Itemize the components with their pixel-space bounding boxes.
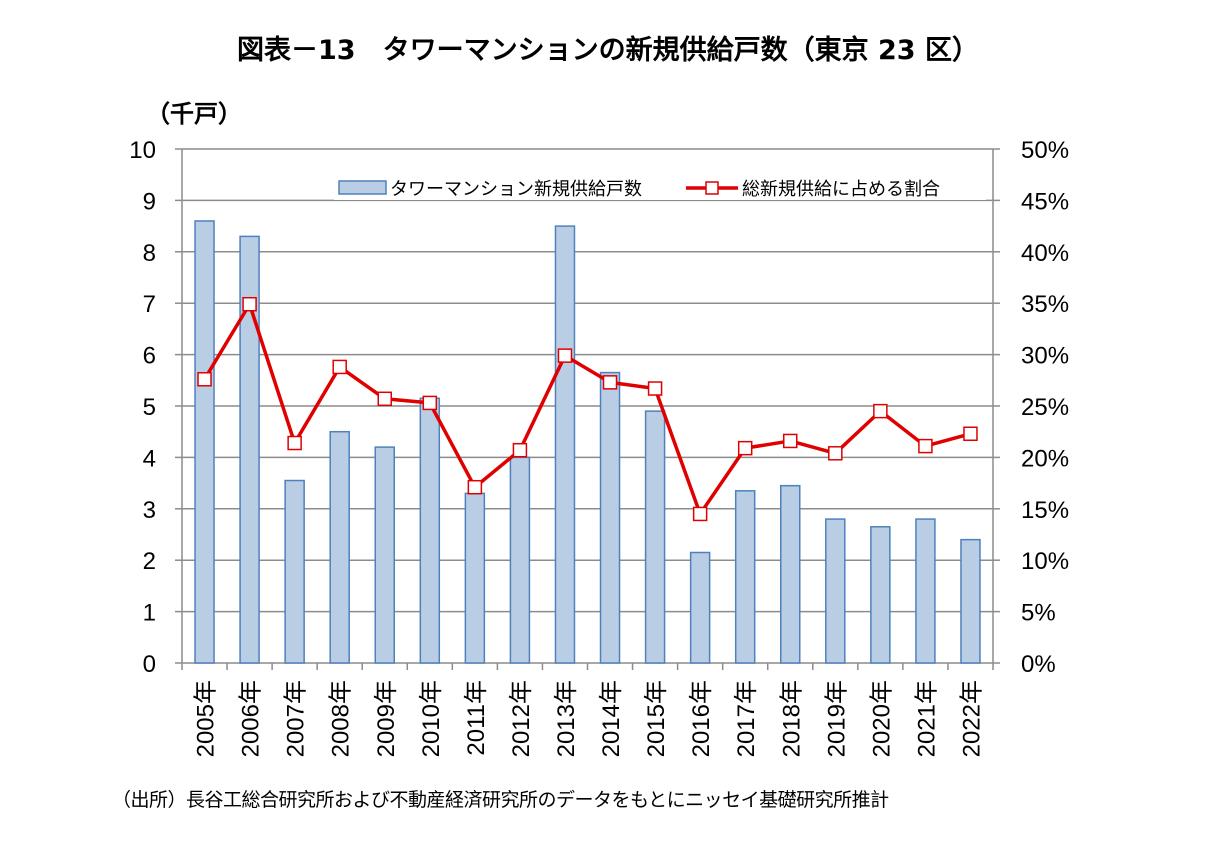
bar — [960, 538, 981, 664]
bar — [915, 518, 936, 664]
line-marker — [467, 479, 483, 495]
right-axis-tick-label: 5% — [1021, 600, 1056, 627]
right-axis-tick-label: 10% — [1021, 548, 1069, 575]
left-axis-tick-label: 10 — [129, 137, 156, 164]
axes — [175, 148, 1000, 670]
left-axis-tick-labels: 0 1 2 3 4 5 6 7 8 9 10 — [129, 137, 156, 678]
line-marker — [242, 296, 257, 312]
left-axis-tick-label: 7 — [143, 291, 156, 318]
line-marker — [602, 375, 618, 390]
bar — [194, 220, 215, 664]
bar — [599, 371, 621, 664]
right-axis-tick-label: 50% — [1021, 137, 1069, 164]
bar — [870, 526, 891, 664]
bar — [554, 225, 576, 664]
bar — [464, 492, 486, 664]
x-axis-tick-label: 2014年 — [598, 680, 625, 757]
source-note: （出所）長谷工総合研究所および不動産経済研究所のデータをもとにニッセイ基礎研究所… — [112, 789, 889, 811]
legend-bar-label: タワーマンション新規供給戸数 — [390, 179, 642, 200]
right-axis-tick-label: 30% — [1021, 343, 1069, 370]
bar-series — [194, 220, 981, 664]
x-axis-tick-label: 2020年 — [868, 680, 895, 757]
line-marker — [377, 391, 392, 407]
right-axis-tick-label: 45% — [1021, 188, 1069, 215]
line-marker — [873, 403, 888, 419]
bar — [644, 410, 666, 664]
right-axis-tick-label: 40% — [1021, 240, 1069, 267]
bar — [239, 235, 260, 664]
line-marker — [512, 442, 528, 458]
bar — [509, 456, 531, 664]
y-axis-unit-label: （千戸） — [146, 100, 242, 128]
left-axis-tick-label: 9 — [143, 188, 156, 215]
right-axis-tick-label: 25% — [1021, 394, 1069, 421]
bar — [374, 446, 395, 664]
line-marker — [737, 440, 753, 456]
line-marker — [783, 433, 798, 449]
chart-title: 図表－13 タワーマンションの新規供給戸数（東京 23 区） — [237, 35, 979, 66]
bar — [419, 397, 441, 664]
x-axis-tick-label: 2015年 — [643, 680, 670, 757]
x-axis-tick-label: 2005年 — [193, 680, 220, 757]
x-axis-tick-label: 2022年 — [958, 680, 985, 757]
x-axis-tick-label: 2010年 — [418, 680, 445, 757]
legend-bar-swatch — [338, 180, 387, 195]
left-axis-tick-label: 1 — [143, 600, 156, 627]
line-marker — [287, 435, 302, 451]
x-axis-tick-label: 2008年 — [328, 680, 355, 757]
x-axis-tick-label: 2007年 — [283, 680, 310, 757]
bar — [825, 518, 846, 664]
x-axis-tick-label: 2012年 — [508, 680, 535, 757]
line-marker — [557, 348, 573, 363]
x-axis-tick-label: 2013年 — [553, 680, 580, 757]
x-axis-tick-labels: 2005年 2006年 2007年 2008年 2009年 2010年 2011年 2012年… — [193, 680, 986, 757]
right-axis-tick-labels: 0% 5% 10% 15% 20% 25% 30% 35% 40% 45% 50% — [1021, 137, 1069, 678]
x-axis-tick-label: 2019年 — [823, 680, 850, 757]
left-axis-tick-label: 6 — [143, 343, 156, 370]
line-marker — [197, 372, 212, 387]
line-marker — [963, 426, 978, 442]
bar — [734, 490, 756, 664]
x-axis-tick-label: 2016年 — [688, 680, 715, 757]
bar — [689, 551, 711, 664]
left-axis-tick-label: 2 — [143, 548, 156, 575]
legend: タワーマンション新規供給戸数 総新規供給に占める割合 — [334, 176, 986, 200]
right-axis-tick-label: 35% — [1021, 291, 1069, 318]
left-axis-tick-label: 4 — [143, 445, 156, 472]
x-axis-tick-label: 2021年 — [913, 680, 940, 757]
left-axis-tick-label: 3 — [143, 497, 156, 524]
line-marker — [692, 506, 708, 522]
line-marker — [828, 446, 843, 461]
x-axis-tick-label: 2017年 — [733, 680, 760, 757]
bar — [284, 479, 305, 664]
x-axis-tick-label: 2018年 — [778, 680, 805, 757]
left-axis-tick-label: 8 — [143, 240, 156, 267]
right-axis-tick-label: 0% — [1021, 651, 1056, 678]
line-marker — [647, 381, 663, 396]
line-marker — [422, 395, 438, 411]
legend-line-label: 総新規供給に占める割合 — [742, 179, 940, 200]
x-axis-tick-label: 2009年 — [373, 680, 400, 757]
legend-line-marker — [705, 181, 719, 195]
left-axis-tick-label: 0 — [143, 651, 156, 678]
bar — [780, 484, 801, 664]
share-line — [203, 302, 971, 516]
right-axis-tick-label: 15% — [1021, 497, 1069, 524]
left-axis-tick-label: 5 — [143, 394, 156, 421]
line-marker — [332, 359, 347, 375]
legend-background — [334, 176, 986, 200]
right-axis-tick-label: 20% — [1021, 445, 1069, 472]
bar — [329, 430, 350, 664]
line-marker — [918, 438, 933, 454]
x-axis-tick-label: 2011年 — [463, 680, 490, 756]
line-series — [197, 296, 978, 522]
x-axis-tick-label: 2006年 — [238, 680, 265, 757]
